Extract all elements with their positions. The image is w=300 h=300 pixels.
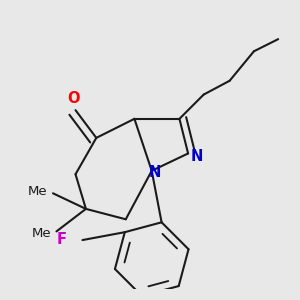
Text: N: N [190, 149, 203, 164]
Text: Me: Me [32, 226, 51, 240]
Text: F: F [57, 232, 67, 247]
Text: N: N [149, 165, 161, 180]
Text: Me: Me [28, 185, 48, 198]
Text: O: O [68, 91, 80, 106]
